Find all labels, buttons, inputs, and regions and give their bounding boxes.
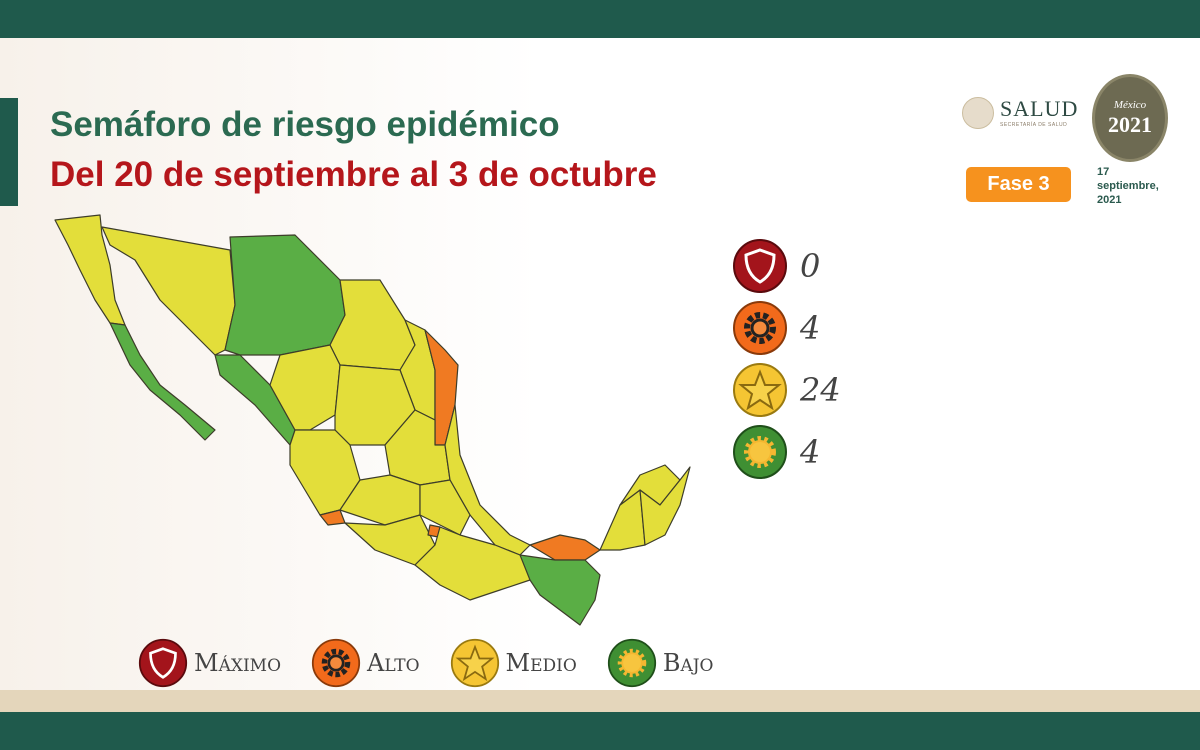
risk-counts: 0 4 24 4 (732, 235, 841, 483)
page-title: Semáforo de riesgo epidémico (50, 105, 560, 144)
count-alto: 4 (732, 297, 841, 359)
star-icon (733, 363, 787, 417)
state-durango (269, 344, 341, 431)
date-year: 2021 (1097, 194, 1122, 206)
slide-content (0, 38, 1200, 690)
coat-of-arms-icon (962, 96, 994, 129)
gear-icon (733, 301, 787, 355)
date-month: septiembre, (1097, 180, 1159, 192)
map-legend: Máximo Alto Medio Bajo (138, 638, 743, 688)
emblem-text: México (1113, 99, 1147, 111)
legend-item-alto: Alto (311, 638, 420, 688)
legend-label: Medio (505, 649, 577, 677)
bottom-bar (0, 712, 1200, 750)
count-value: 4 (800, 433, 821, 471)
count-value: 4 (800, 309, 821, 347)
legend-item-medio: Medio (450, 638, 577, 688)
shield-icon (138, 638, 188, 688)
gear-icon (311, 638, 361, 688)
count-value: 24 (800, 371, 841, 409)
legend-item-maximo: Máximo (138, 638, 281, 688)
state-baja-california-sur (109, 322, 216, 441)
title-accent-bar (0, 98, 18, 206)
legend-label: Alto (367, 649, 420, 677)
top-bar (0, 0, 1200, 38)
page-subtitle: Del 20 de septiembre al 3 de octubre (50, 155, 657, 194)
state-coahuila (329, 279, 416, 371)
sun-icon (733, 425, 787, 479)
count-value: 0 (800, 247, 821, 285)
star-icon (450, 638, 499, 688)
date-day: 17 (1097, 166, 1110, 178)
salud-logo: SALUD SECRETARÍA DE SALUD (962, 96, 1078, 129)
mexico-2021-emblem: México 2021 (1092, 74, 1168, 162)
count-bajo: 4 (732, 421, 841, 483)
footer-stripe (0, 690, 1200, 712)
shield-icon (733, 239, 787, 293)
sun-icon (607, 638, 656, 688)
publication-date: 17 septiembre, 2021 (1097, 165, 1159, 207)
state-quintana-roo (639, 466, 691, 546)
state-chihuahua (224, 234, 346, 356)
state-chiapas (519, 554, 601, 626)
count-maximo: 0 (732, 235, 841, 297)
emblem-year: 2021 (1108, 112, 1152, 137)
salud-logo-textblock: SALUD SECRETARÍA DE SALUD (1000, 96, 1078, 129)
salud-logo-subtext: SECRETARÍA DE SALUD (1000, 122, 1068, 128)
legend-label: Bajo (662, 649, 714, 677)
legend-label: Máximo (194, 649, 282, 677)
legend-item-bajo: Bajo (607, 638, 714, 688)
state-campeche (599, 489, 646, 551)
count-medio: 24 (732, 359, 841, 421)
phase-badge: Fase 3 (966, 167, 1071, 202)
state-tabasco (529, 534, 601, 561)
state-oaxaca (414, 526, 541, 601)
mexico-map (54, 214, 691, 626)
salud-logo-text: SALUD (1000, 96, 1079, 121)
